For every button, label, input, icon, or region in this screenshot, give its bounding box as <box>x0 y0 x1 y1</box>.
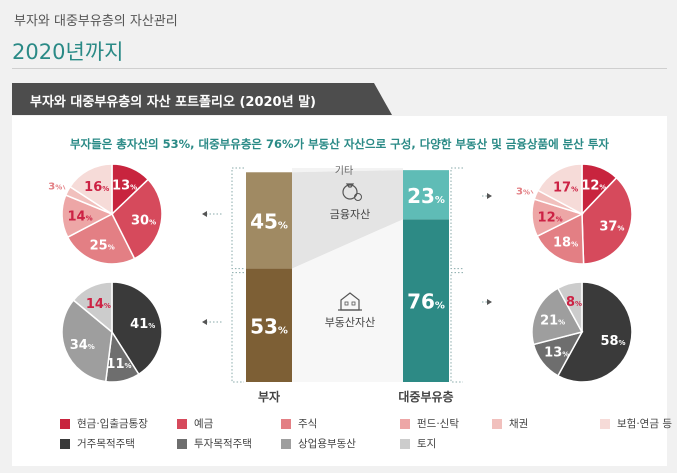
arrow-icon <box>202 211 207 217</box>
legend-swatch <box>177 418 187 429</box>
pie-slice <box>72 281 113 334</box>
pie-slice-label: 14% <box>86 297 111 312</box>
pie-slice-label: 13% <box>112 179 137 194</box>
rich-axis-label: 부자 <box>258 389 280 404</box>
legend-label: 펀드·신탁 <box>417 418 459 430</box>
legend-label: 상업용부동산 <box>298 438 356 450</box>
legend-swatch <box>281 418 291 429</box>
guide-line <box>450 167 463 270</box>
realestate-label: 부동산자산 <box>325 316 376 329</box>
pie-slice-label: 21% <box>540 313 565 328</box>
pie-slice <box>536 212 585 265</box>
etc-label: 기타 <box>335 165 353 177</box>
legend-label: 예금 <box>194 418 214 430</box>
bar-value-label: 45% <box>250 209 288 233</box>
legend-swatch <box>400 418 410 429</box>
pie-slice-label: 8% <box>566 295 582 310</box>
section-banner: 부자와 대중부유층의 자산 포트폴리오 (2020년 말) <box>12 83 392 115</box>
pie-slice-label: 12% <box>581 178 606 193</box>
legend-item: 채권 <box>492 416 528 431</box>
legend-item: 상업용부동산 <box>281 436 356 451</box>
arrow-icon <box>487 193 492 199</box>
arrow-icon <box>487 299 492 305</box>
portfolio-chart: 53% 45% 76% 23% 13% 30% 25% 14% 3% 16% 41% 11% 34% 1… <box>48 163 633 404</box>
pie-slice-label: 12% <box>538 211 563 226</box>
guide-line <box>450 272 463 383</box>
legend-label: 현금·입출금통장 <box>77 418 148 430</box>
page-title: 2020년까지 <box>12 40 124 64</box>
content-panel: 부자들은 총자산의 53%, 대중부유층은 76%가 부동산 자산으로 구성, … <box>12 116 672 466</box>
pie-slice <box>581 176 633 265</box>
bar-value-label: 53% <box>250 314 288 338</box>
bar-financial <box>403 170 449 220</box>
realestate-band <box>292 219 403 382</box>
legend-swatch <box>60 418 70 429</box>
pie-slice-label: 3% <box>48 181 62 192</box>
legend-swatch <box>492 418 502 429</box>
legend-label: 채권 <box>509 418 529 430</box>
financial-band <box>292 170 403 269</box>
legend-item: 토지 <box>400 436 436 451</box>
legend-swatch <box>60 438 70 449</box>
legend-item: 현금·입출금통장 <box>60 416 148 431</box>
legend-label: 투자목적주택 <box>194 438 252 450</box>
legend-item: 예금 <box>177 416 213 431</box>
pie-slice-label: 14% <box>67 209 92 224</box>
money-bag-icon <box>342 183 362 201</box>
headline: 부자들은 총자산의 53%, 대중부유층은 76%가 부동산 자산으로 구성, … <box>69 137 610 151</box>
bar-realestate <box>403 219 449 382</box>
pie-slice-label: 17% <box>553 181 578 196</box>
building-icon <box>338 292 362 311</box>
guide-line <box>231 272 244 383</box>
legend-item: 투자목적주택 <box>177 436 252 451</box>
legend-label: 보험·연금 등 <box>617 418 672 430</box>
pie-slice-label: 18% <box>553 235 578 250</box>
pie-slice <box>69 163 113 216</box>
legend-item: 거주목적주택 <box>60 436 135 451</box>
affluent-axis-label: 대중부유층 <box>398 389 453 404</box>
pie-leader-line <box>62 185 66 190</box>
pie-slice-label: 34% <box>70 338 95 353</box>
legend-swatch <box>400 438 410 449</box>
pie-slice <box>556 281 583 333</box>
pie-slice-label: 3% <box>516 186 530 197</box>
legend-swatch <box>600 418 610 429</box>
pie-slice <box>556 281 633 383</box>
pie-leader-line <box>530 190 534 194</box>
bar-financial <box>246 172 292 269</box>
pie-slice-label: 11% <box>106 357 131 372</box>
pie-slice-label: 41% <box>130 317 155 332</box>
legend-item: 보험·연금 등 <box>600 416 672 431</box>
legend-item: 주식 <box>281 416 317 431</box>
bar-realestate <box>246 268 292 382</box>
pie-slice-label: 58% <box>600 334 625 349</box>
financial-label: 금융자산 <box>330 208 370 221</box>
legend-label: 거주목적주택 <box>77 438 135 450</box>
arrow-icon <box>202 319 207 325</box>
bar-value-label: 23% <box>407 184 445 208</box>
pie-slice <box>536 163 583 216</box>
pie-slice-label: 25% <box>90 238 115 253</box>
page-subtitle: 부자와 대중부유층의 자산관리 <box>14 14 178 29</box>
legend-swatch <box>281 438 291 449</box>
pie-slice-label: 16% <box>84 180 109 195</box>
divider <box>12 68 667 69</box>
legend-label: 토지 <box>417 438 437 450</box>
pie-slice-label: 37% <box>599 219 624 234</box>
pie-slice <box>531 287 584 346</box>
pie-slice-label: 13% <box>544 346 569 361</box>
pie-slice <box>61 299 113 383</box>
pie-slice <box>66 212 136 265</box>
etc-band <box>292 168 403 173</box>
guide-line <box>231 167 244 270</box>
pie-slice-label: 30% <box>131 213 156 228</box>
pie-slice <box>111 178 163 260</box>
legend-item: 펀드·신탁 <box>400 416 459 431</box>
legend-label: 주식 <box>298 418 318 430</box>
banner-label: 부자와 대중부유층의 자산 포트폴리오 (2020년 말) <box>30 95 316 110</box>
legend-swatch <box>177 438 187 449</box>
bar-value-label: 76% <box>407 290 445 314</box>
